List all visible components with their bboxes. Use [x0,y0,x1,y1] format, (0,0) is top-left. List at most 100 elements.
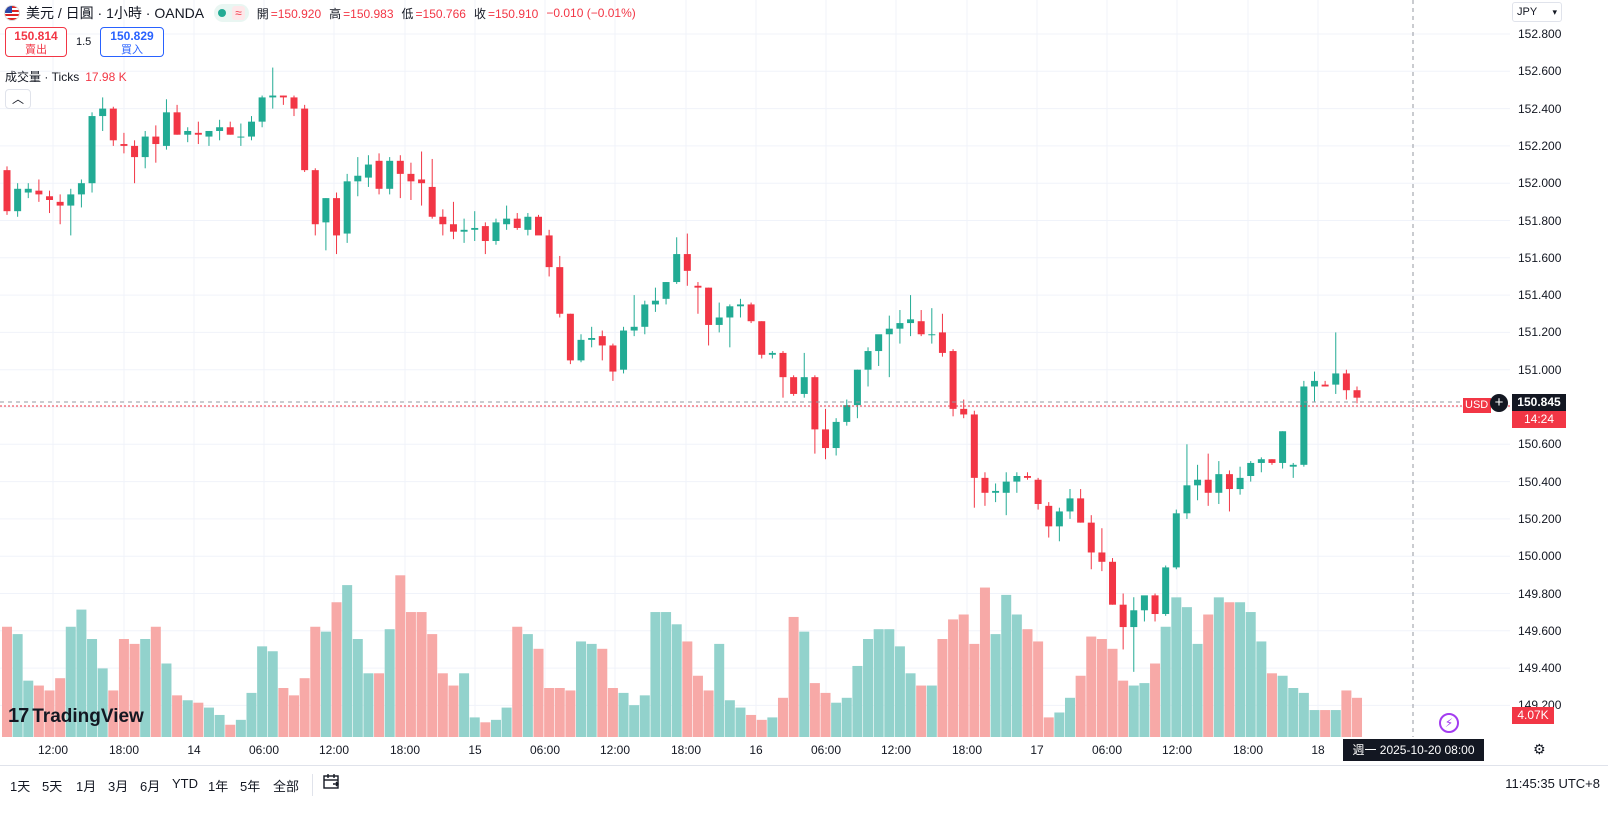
range-button[interactable]: 6月 [140,779,161,794]
candle [184,127,192,143]
candle-body [1077,498,1085,523]
candle [1183,444,1191,519]
settings-gear-icon[interactable]: ⚙ [1533,741,1546,757]
candle [705,287,713,346]
candle [237,123,245,146]
time-axis-label: 18:00 [1232,743,1264,757]
candle-body [513,218,521,228]
candle-body [577,339,585,361]
candle-body [1225,474,1233,490]
volume-bar [1033,641,1044,737]
time-axis-label: 06:00 [529,743,561,757]
volume-bar [1001,594,1012,737]
candle-body [120,144,128,146]
candle-body [673,254,681,283]
candle-body [768,352,776,355]
volume-bar [958,614,969,737]
candle [1300,380,1308,467]
candle [1140,595,1148,622]
candle-body [662,282,670,299]
candle-body [173,112,181,135]
candle [992,483,1000,503]
chart-gridlines [0,0,1510,737]
volume-bar [140,639,151,737]
price-axis-label: 152.800 [1518,27,1562,41]
range-button[interactable]: 5年 [240,779,261,794]
time-axis-label: 18:00 [670,743,702,757]
range-button[interactable]: 1天 [10,779,31,794]
volume-bar [129,643,140,737]
chevron-down-icon: ▾ [1552,7,1557,17]
volume-bar [246,692,257,737]
price-axis[interactable]: 152.800 152.600 152.400 152.200 152.000 151.8… [1510,0,1608,764]
candle-body [14,188,22,212]
buy-button[interactable]: 150.829 買入 [100,27,164,57]
lightning-icon[interactable]: ⚡ [1439,713,1459,733]
candle [907,295,915,337]
volume-bar [1277,675,1288,737]
candle [960,399,968,419]
volume-bar [278,688,289,737]
candle-body [1119,604,1127,628]
volume-bar [490,719,501,737]
volume-bar [969,643,980,737]
candle [928,308,936,344]
range-button[interactable]: YTD [172,776,198,791]
candle-body [1066,498,1074,512]
candle [747,302,755,324]
timezone-clock[interactable]: 11:45:35 UTC+8 [1505,776,1600,791]
range-button[interactable]: 1月 [76,779,97,794]
tradingview-logo[interactable]: 17 TradingView [8,705,144,728]
sell-button[interactable]: 150.814 賣出 [5,27,67,57]
currency-selector[interactable]: JPY ▾ [1512,2,1562,22]
volume-bar [1128,685,1139,737]
candle-body [88,116,96,184]
volume-bar [214,714,225,737]
candle-body [981,477,989,493]
candle [279,95,287,105]
candle [1204,453,1212,506]
volume-bar [161,663,172,737]
volume-bar [831,702,842,737]
range-button[interactable]: 全部 [273,779,300,794]
time-axis-label: 17 [1030,743,1044,757]
go-to-date-icon[interactable] [322,772,342,792]
volume-bar [480,722,491,737]
price-chart[interactable] [0,0,1510,737]
logo-text: TradingView [32,705,144,727]
candle [46,190,54,214]
volume-bar [1181,607,1192,737]
price-axis-label: 151.200 [1518,325,1562,340]
range-button[interactable]: 5天 [42,779,63,794]
add-alert-plus-icon[interactable]: + [1490,394,1508,412]
volume-bar [937,639,948,737]
candle-body [1289,464,1297,467]
volume-bar [225,724,236,737]
candle [1077,489,1085,523]
volume-legend[interactable]: 成交量 · Ticks 17.98 K [5,68,127,85]
candle [226,121,234,135]
candle-body [1300,386,1308,465]
range-button[interactable]: 3月 [108,779,129,794]
volume-bar [724,700,735,737]
market-status-toggle[interactable]: ≈ [214,4,249,22]
spread-value: 1.5 [76,36,92,48]
candle-body [1247,462,1255,477]
candle [99,97,107,131]
collapse-legend-button[interactable]: ︿ [5,89,31,109]
range-button[interactable]: 1年 [208,779,229,794]
candle-body [609,345,617,372]
volume-bar [193,702,204,737]
price-axis-label: 149.400 [1518,661,1562,676]
candle-body [928,334,936,336]
volume-bar [884,629,895,737]
price-axis-label: 151.400 [1518,288,1562,303]
volume-bar [76,609,87,737]
symbol-title[interactable]: 美元 / 日圓 · 1小時 · OANDA [26,5,205,21]
volume-bar [1330,710,1341,737]
volume-bar [405,612,416,737]
time-axis[interactable]: 12:00 18:00 14 06:00 12:00 18:00 15 06:00 12:00 1… [0,737,1510,763]
candle [1225,470,1233,512]
candle [364,155,372,187]
candle-body [630,326,638,331]
